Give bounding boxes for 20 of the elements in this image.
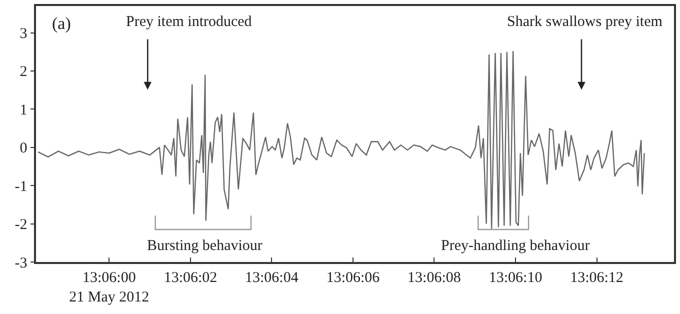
- annotation: Prey item introduced: [126, 14, 252, 30]
- x-tick-label: 13:06:10: [488, 270, 542, 286]
- x-tick-label: 13:06:02: [164, 270, 218, 286]
- x-tick-label: 13:06:08: [408, 270, 461, 286]
- y-tick-label: -2: [14, 217, 28, 234]
- y-tick-label: 0: [20, 140, 28, 157]
- annotation: (a): [52, 14, 71, 33]
- annotation: Shark swallows prey item: [507, 14, 663, 30]
- x-tick-label: 13:06:12: [570, 270, 624, 286]
- y-tick-label: -3: [14, 255, 28, 272]
- y-tick-label: 2: [20, 64, 28, 80]
- x-tick-label: 13:06:04: [245, 270, 299, 286]
- line-series: [37, 50, 645, 230]
- annotation: Bursting behaviour: [147, 238, 262, 254]
- y-tick-label: 1: [20, 102, 28, 118]
- annotation: Prey-handling behaviour: [441, 238, 590, 254]
- y-tick-label: -1: [14, 178, 28, 195]
- x-tick-label: 13:06:06: [326, 270, 380, 286]
- x-tick-label: 13:06:00 21 May 2012: [69, 270, 150, 306]
- y-tick-label: 3: [20, 26, 28, 42]
